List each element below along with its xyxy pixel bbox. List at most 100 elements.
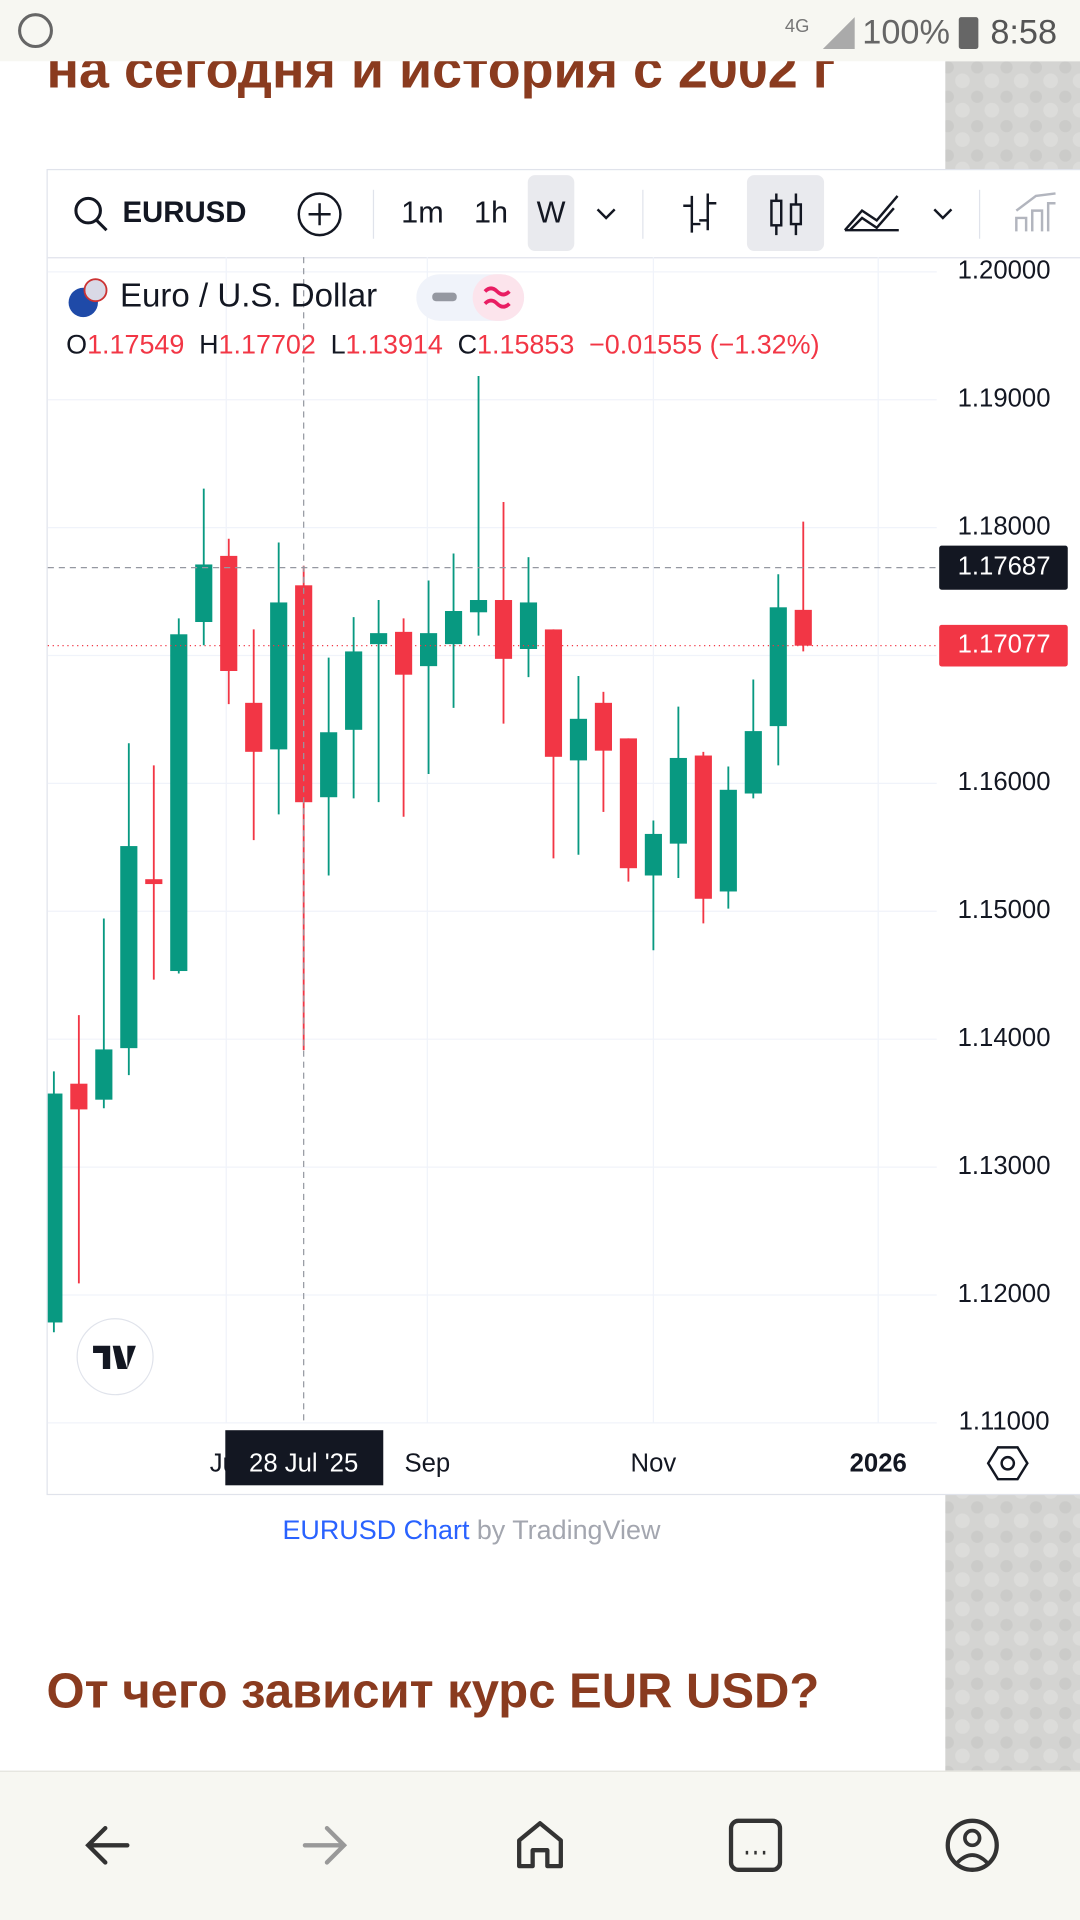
ohlc-key: L xyxy=(331,330,346,360)
candle-body xyxy=(769,607,787,727)
y-tick-label: 1.16000 xyxy=(958,768,1051,796)
ohlc-key: O xyxy=(66,330,87,360)
x-tick-label: Nov xyxy=(631,1449,677,1477)
profile-body xyxy=(956,1853,989,1864)
candle-body xyxy=(170,634,188,972)
plus-circle xyxy=(297,192,342,237)
x-tick-label: Sep xyxy=(404,1449,450,1477)
ohlc-value: 1.17549 xyxy=(87,330,184,360)
interval-button-selected[interactable]: W xyxy=(537,195,566,229)
candle-body xyxy=(544,629,563,757)
settings-button[interactable] xyxy=(986,1446,1029,1481)
profile-button[interactable] xyxy=(945,1818,999,1872)
candle-body xyxy=(320,732,338,798)
wave-icon[interactable] xyxy=(483,286,511,309)
grid: 1.11000 1.12000 1.13000 1.14000 1.15000 1.160… xyxy=(47,257,1051,1436)
candle-body xyxy=(519,602,538,649)
bars-style-button[interactable] xyxy=(683,193,717,233)
settings-center xyxy=(1000,1455,1016,1471)
compare-pill xyxy=(472,274,525,321)
ohlc-value: 1.13914 xyxy=(346,330,443,360)
attribution-by: by TradingView xyxy=(477,1515,661,1545)
interval-button[interactable]: 1h xyxy=(474,195,508,229)
style-selected-bg xyxy=(746,175,825,252)
candle-body xyxy=(245,702,263,752)
viber-icon xyxy=(18,13,53,49)
attribution: EURUSD Chart by TradingView xyxy=(282,1515,660,1545)
style-dropdown[interactable] xyxy=(933,208,953,220)
candle-body xyxy=(594,702,612,751)
candle-body xyxy=(794,609,812,646)
symbol-search[interactable]: EURUSD xyxy=(74,196,247,232)
candle-body xyxy=(120,846,138,1049)
y-tick-label: 1.13000 xyxy=(958,1152,1051,1180)
candle-body xyxy=(145,879,163,885)
candles-style-button[interactable] xyxy=(770,193,803,236)
profile-circle xyxy=(945,1818,999,1872)
candle-body xyxy=(295,585,313,803)
ohlc-key: C xyxy=(458,330,477,360)
crosshair-date-label: 28 Jul '25 xyxy=(249,1449,358,1477)
legend-title: Euro / U.S. Dollar xyxy=(120,277,377,314)
profile-head xyxy=(963,1828,982,1848)
hide-button[interactable] xyxy=(432,292,457,302)
battery-icon xyxy=(958,17,979,49)
candle-body xyxy=(744,731,762,794)
crosshair-price-label: 1.17687 xyxy=(958,552,1051,580)
compare-button[interactable] xyxy=(297,192,342,237)
ohlc-key: H xyxy=(199,330,218,360)
symbol: EURUSD xyxy=(122,196,246,229)
candle-body xyxy=(395,631,413,675)
forward-button[interactable] xyxy=(302,1826,348,1865)
tv-logo xyxy=(93,1345,136,1369)
ohlc-line: O1.17549 H1.17702 L1.13914 C1.15853 −0.01555… xyxy=(66,330,819,360)
battery-level: 100% xyxy=(862,13,950,51)
y-tick-label: 1.15000 xyxy=(958,896,1051,924)
search-icon xyxy=(74,196,102,225)
candle-body xyxy=(644,833,662,876)
candle-body xyxy=(569,718,588,761)
last-price-tag xyxy=(939,624,1068,667)
y-tick-label: 1.20000 xyxy=(958,257,1051,285)
indicators-button[interactable] xyxy=(1015,192,1056,232)
overlay: 1.17687 1.17077 28 Jul '25 xyxy=(47,257,1068,1486)
plus-sign xyxy=(308,203,331,226)
candle-body xyxy=(195,564,213,623)
candle-body xyxy=(220,555,238,671)
widget-frame xyxy=(46,168,1080,1496)
heading: От чего зависит курс EUR USD? xyxy=(47,1665,820,1719)
interval-button[interactable]: 1m xyxy=(401,195,444,229)
candle-body xyxy=(619,738,637,869)
candle-body xyxy=(270,602,288,750)
y-tick-label: 1.12000 xyxy=(958,1280,1051,1308)
crosshair-price-tag xyxy=(939,545,1068,590)
network: 4G xyxy=(785,15,810,36)
interval-dropdown[interactable] xyxy=(596,208,616,220)
candle-body xyxy=(669,757,687,844)
candle-icon-body xyxy=(789,203,803,226)
candle-body xyxy=(494,600,513,659)
ohlc-change: −0.01555 (−1.32%) xyxy=(589,330,820,360)
search-icon-handle xyxy=(95,219,108,232)
tabs-button[interactable] xyxy=(728,1818,783,1872)
candle-body xyxy=(444,611,463,645)
y-tick-label: 1.14000 xyxy=(958,1024,1051,1052)
area-style-button[interactable] xyxy=(843,195,899,232)
candle-body xyxy=(47,1093,63,1323)
back-button[interactable] xyxy=(85,1826,130,1865)
candle-icon-body xyxy=(770,199,783,227)
y-tick-label: 1.11000 xyxy=(959,1408,1050,1436)
status-bar-bg xyxy=(0,0,1080,62)
y-tick-label: 1.18000 xyxy=(958,512,1051,540)
nav-bar xyxy=(0,1770,1080,1920)
home-button[interactable] xyxy=(517,1821,563,1869)
candle-body xyxy=(719,789,737,892)
candle-body xyxy=(70,1083,88,1110)
candle-body xyxy=(420,633,438,667)
us-flag xyxy=(83,278,108,303)
interval-selected-bg xyxy=(527,175,575,252)
attribution-link[interactable]: EURUSD Chart xyxy=(282,1515,470,1545)
candle-body xyxy=(370,633,388,645)
